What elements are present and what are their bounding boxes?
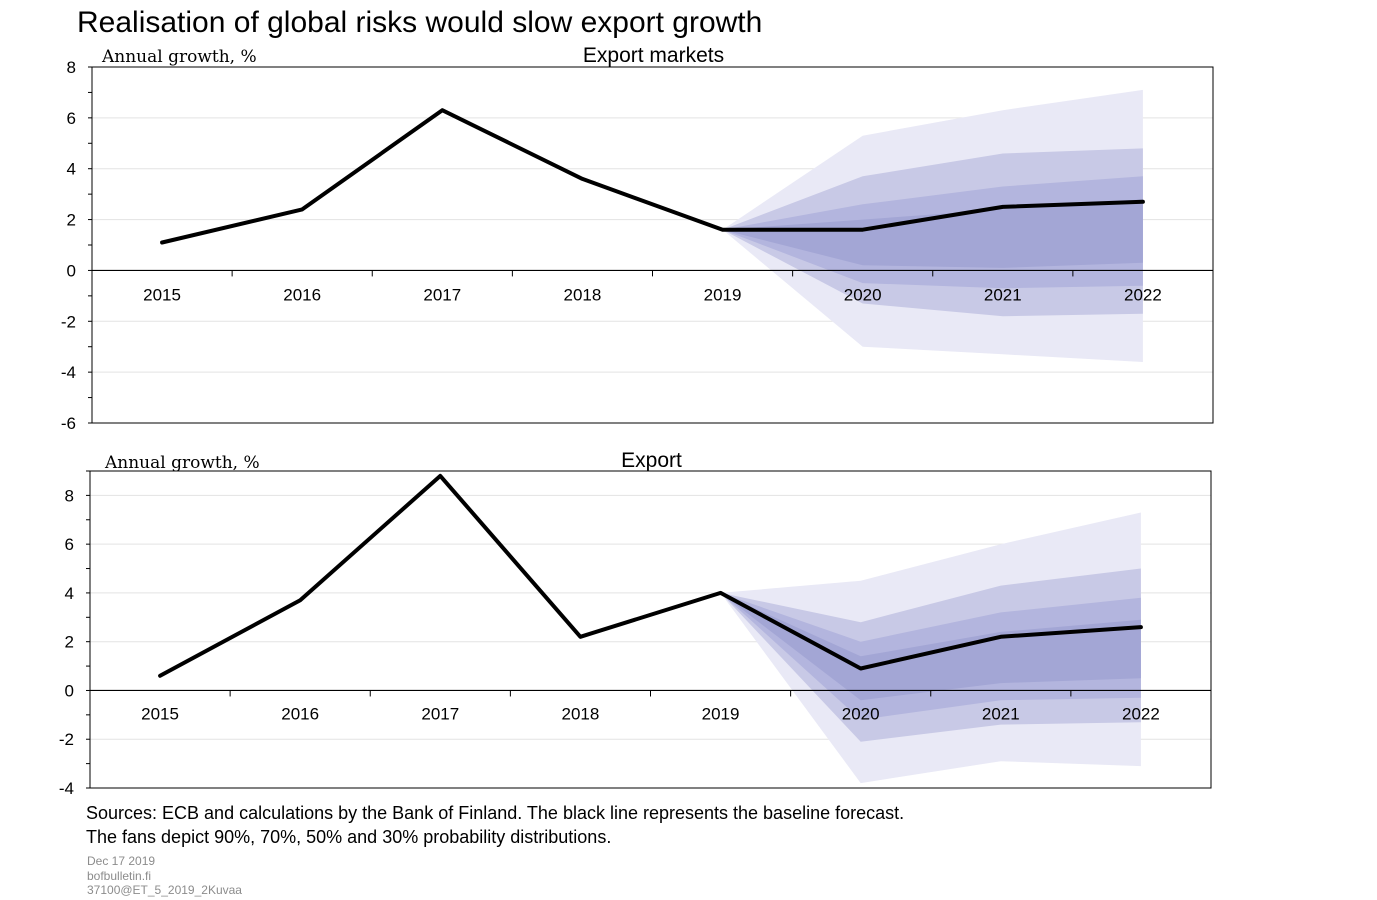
y-tick-label: -6 xyxy=(61,414,76,433)
y-tick-label: 6 xyxy=(65,535,74,554)
x-tick-label: 2018 xyxy=(564,285,602,304)
x-tick-label: 2022 xyxy=(1124,285,1162,304)
x-tick-label: 2017 xyxy=(421,704,459,723)
y-tick-label: -4 xyxy=(61,363,76,382)
y-tick-label: 2 xyxy=(67,211,76,230)
x-tick-label: 2021 xyxy=(982,704,1020,723)
baseline-forecast-line xyxy=(158,473,1143,678)
y-tick-label: 4 xyxy=(67,160,76,179)
y-tick-label: 6 xyxy=(67,109,76,128)
panel-title: Export xyxy=(621,449,682,472)
y-tick-label: 2 xyxy=(65,633,74,652)
footer-date: Dec 17 2019 xyxy=(87,854,156,868)
x-tick-label: 2016 xyxy=(281,704,319,723)
y-tick-label: -4 xyxy=(59,779,74,798)
baseline-forecast-line xyxy=(160,108,1145,245)
y-tick-label: 8 xyxy=(65,486,74,505)
x-tick-label: 2019 xyxy=(704,285,742,304)
x-tick-label: 2017 xyxy=(423,285,461,304)
y-tick-label: 8 xyxy=(67,58,76,77)
y-tick-label: -2 xyxy=(61,312,76,331)
y-axis-label: Annual growth, % xyxy=(104,453,260,473)
x-tick-label: 2022 xyxy=(1122,704,1160,723)
y-tick-label: 4 xyxy=(65,584,74,603)
page-title: Realisation of global risks would slow e… xyxy=(77,6,763,39)
y-tick-label: 0 xyxy=(67,261,76,280)
fan-band-30pct xyxy=(720,592,1141,701)
y-tick-label: -2 xyxy=(59,730,74,749)
export-markets-chart: -6 -4 -2 0 2 4 6 8 2015 2016 2017 2018 2019 2020 2021 2… xyxy=(61,44,1214,433)
x-tick-label: 2018 xyxy=(562,704,600,723)
x-tick-label: 2019 xyxy=(702,704,740,723)
charts-canvas: -6 -4 -2 0 2 4 6 8 2015 2016 2017 2018 2019 2020 2021 2… xyxy=(59,44,1214,798)
sources-note: Sources: ECB and calculations by the Ban… xyxy=(86,801,904,849)
footer-meta: Dec 17 2019 bofbulletin.fi 37100@ET_5_20… xyxy=(87,854,242,898)
sources-line-2: The fans depict 90%, 70%, 50% and 30% pr… xyxy=(86,827,612,847)
fan-band-30pct xyxy=(722,199,1143,268)
footer-site: bofbulletin.fi xyxy=(87,868,152,883)
footer-code: 37100@ET_5_2019_2Kuvaa xyxy=(87,883,242,897)
x-tick-label: 2015 xyxy=(141,704,179,723)
x-tick-label: 2020 xyxy=(842,704,880,723)
panel-title: Export markets xyxy=(583,44,724,67)
export-chart: -4 -2 0 2 4 6 8 2015 2016 2017 2018 2019 2020 2021 202… xyxy=(59,449,1212,798)
y-axis-label: Annual growth, % xyxy=(101,47,257,67)
x-tick-label: 2015 xyxy=(143,285,181,304)
y-tick-label: 0 xyxy=(65,681,74,700)
x-tick-label: 2021 xyxy=(984,285,1022,304)
sources-line-1: Sources: ECB and calculations by the Ban… xyxy=(86,803,905,823)
plot-frame xyxy=(89,470,1212,789)
x-tick-label: 2016 xyxy=(283,285,321,304)
x-tick-label: 2020 xyxy=(844,285,882,304)
